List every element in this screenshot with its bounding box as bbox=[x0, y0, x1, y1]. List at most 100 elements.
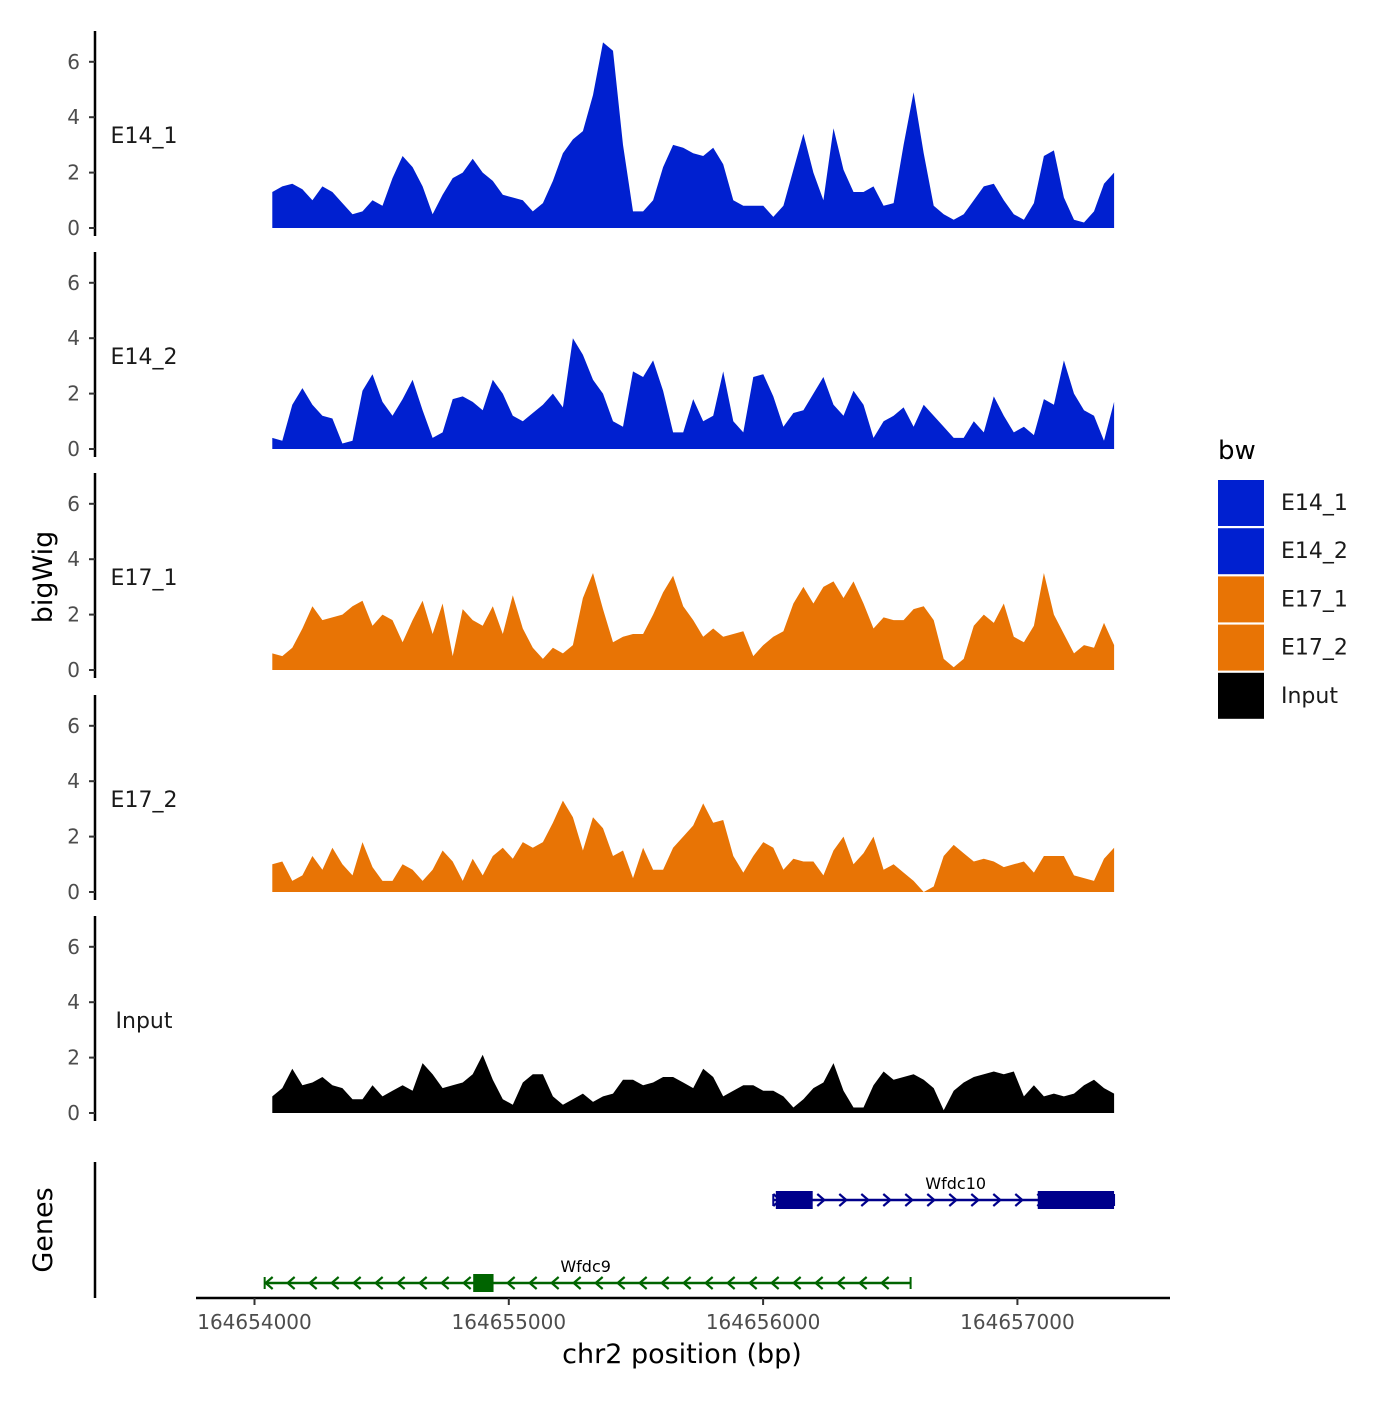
strand-arrow bbox=[904, 1193, 914, 1207]
legend-label: E14_2 bbox=[1281, 539, 1348, 564]
strand-arrow bbox=[351, 1276, 362, 1290]
y-tick-label: 6 bbox=[67, 714, 80, 738]
y-tick-label: 4 bbox=[67, 547, 80, 571]
x-tick-label: 164654000 bbox=[197, 1310, 312, 1334]
x-axis-title: chr2 position (bp) bbox=[562, 1339, 802, 1370]
strand-arrow bbox=[593, 1276, 604, 1290]
legend-key bbox=[1218, 528, 1264, 575]
strand-arrow bbox=[992, 1193, 1002, 1207]
y-tick-label: 2 bbox=[67, 825, 80, 849]
y-tick-label: 0 bbox=[67, 437, 80, 461]
gene-wfdc9: Wfdc9 bbox=[263, 1257, 912, 1292]
signal-area-input bbox=[272, 1054, 1115, 1113]
y-tick-label: 2 bbox=[67, 382, 80, 406]
genes-axis-title: Genes bbox=[28, 1187, 59, 1272]
strand-arrow bbox=[948, 1193, 958, 1207]
strand-arrow bbox=[527, 1276, 538, 1290]
legend-key bbox=[1218, 672, 1264, 719]
strand-arrow bbox=[703, 1276, 714, 1290]
strand-arrow bbox=[926, 1193, 936, 1207]
genes-panel: Wfdc10 Wfdc9 bbox=[93, 1162, 1116, 1298]
track-label: Input bbox=[116, 1009, 173, 1034]
track-e14-2: 0 2 4 6 E14_2 bbox=[67, 252, 1115, 461]
x-tick-label: 164657000 bbox=[960, 1310, 1075, 1334]
y-tick-label: 6 bbox=[67, 935, 80, 959]
legend-label: E17_1 bbox=[1281, 587, 1348, 612]
legend-title: bw bbox=[1218, 436, 1256, 466]
strand-arrow bbox=[838, 1193, 848, 1207]
x-axis: 164654000 164655000 164656000 164657000 bbox=[196, 1296, 1170, 1334]
exon bbox=[473, 1274, 494, 1292]
track-label: E17_2 bbox=[111, 788, 178, 813]
strand-arrow bbox=[882, 1193, 892, 1207]
y-tick-label: 4 bbox=[67, 990, 80, 1014]
track-label: E14_2 bbox=[111, 345, 178, 370]
strand-arrow bbox=[659, 1276, 670, 1290]
strand-arrow bbox=[615, 1276, 626, 1290]
strand-arrow bbox=[329, 1276, 340, 1290]
y-tick-label: 0 bbox=[67, 658, 80, 682]
strand-arrow bbox=[505, 1276, 516, 1290]
strand-arrow bbox=[769, 1276, 780, 1290]
y-tick-label: 2 bbox=[67, 1046, 80, 1070]
strand-arrow bbox=[285, 1276, 296, 1290]
legend-label: E14_1 bbox=[1281, 491, 1348, 516]
y-tick-label: 2 bbox=[67, 603, 80, 627]
strand-arrow bbox=[417, 1276, 428, 1290]
legend: bw E14_1 E14_2 E17_1 E17_2 Input bbox=[1218, 436, 1348, 719]
strand-arrow bbox=[395, 1276, 406, 1290]
strand-arrow bbox=[970, 1193, 980, 1207]
strand-arrow bbox=[637, 1276, 648, 1290]
signal-area-e17-1 bbox=[272, 573, 1115, 670]
strand-arrow bbox=[571, 1276, 582, 1290]
exon bbox=[775, 1191, 813, 1209]
legend-label: E17_2 bbox=[1281, 636, 1348, 661]
legend-key bbox=[1218, 480, 1264, 526]
strand-arrow bbox=[681, 1276, 692, 1290]
y-tick-label: 4 bbox=[67, 326, 80, 350]
strand-arrow bbox=[879, 1276, 890, 1290]
y-tick-label: 6 bbox=[67, 492, 80, 516]
track-e17-2: 0 2 4 6 E17_2 bbox=[67, 695, 1115, 904]
strand-arrow bbox=[791, 1276, 802, 1290]
y-tick-label: 0 bbox=[67, 216, 80, 240]
exon bbox=[1037, 1191, 1115, 1209]
y-tick-label: 6 bbox=[67, 271, 80, 295]
strand-arrow bbox=[439, 1276, 450, 1290]
strand-arrow bbox=[835, 1276, 846, 1290]
strand-arrow bbox=[373, 1276, 384, 1290]
strand-arrow bbox=[549, 1276, 560, 1290]
strand-arrow bbox=[813, 1276, 824, 1290]
track-label: E14_1 bbox=[111, 124, 178, 149]
y-axis-title: bigWig bbox=[28, 531, 59, 624]
signal-tracks: 0 2 4 6 E14_1 0 2 4 6 E14_2 0 2 4 6 E17_1 0 2 4 6 E17_2 0 2 4 6… bbox=[67, 31, 1115, 1125]
strand-arrow bbox=[857, 1276, 868, 1290]
y-tick-label: 4 bbox=[67, 105, 80, 129]
signal-area-e14-2 bbox=[272, 338, 1115, 449]
strand-arrow bbox=[816, 1193, 826, 1207]
y-tick-label: 0 bbox=[67, 1101, 80, 1125]
strand-arrow bbox=[747, 1276, 758, 1290]
track-e17-1: 0 2 4 6 E17_1 bbox=[67, 473, 1115, 682]
track-e14-1: 0 2 4 6 E14_1 bbox=[67, 31, 1115, 240]
legend-label: Input bbox=[1281, 684, 1338, 709]
gene-label: Wfdc9 bbox=[560, 1257, 611, 1276]
y-tick-label: 6 bbox=[67, 50, 80, 74]
y-tick-label: 0 bbox=[67, 880, 80, 904]
strand-arrow bbox=[461, 1276, 472, 1290]
legend-key bbox=[1218, 576, 1264, 623]
track-label: E17_1 bbox=[111, 566, 178, 591]
y-tick-label: 4 bbox=[67, 769, 80, 793]
y-tick-label: 2 bbox=[67, 161, 80, 185]
gene-wfdc10: Wfdc10 bbox=[772, 1174, 1116, 1209]
strand-arrow bbox=[860, 1193, 870, 1207]
x-tick-label: 164656000 bbox=[706, 1310, 821, 1334]
strand-arrow bbox=[725, 1276, 736, 1290]
x-tick-label: 164655000 bbox=[452, 1310, 567, 1334]
signal-area-e14-1 bbox=[272, 42, 1115, 229]
strand-arrow bbox=[307, 1276, 318, 1290]
legend-key bbox=[1218, 624, 1264, 671]
strand-arrow bbox=[1014, 1193, 1024, 1207]
